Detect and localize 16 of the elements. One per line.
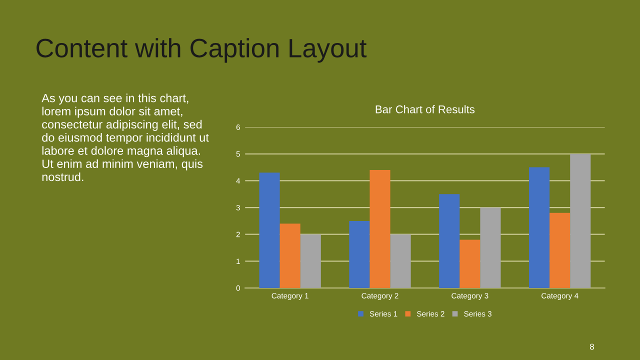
bar (349, 220, 370, 288)
bar (280, 224, 300, 288)
bar (550, 212, 570, 288)
bar (300, 234, 321, 288)
bar (439, 194, 460, 288)
bar (480, 208, 501, 288)
text: Content with Caption Layout (36, 38, 367, 63)
text: 8 (590, 344, 594, 350)
bar (259, 172, 280, 288)
bar (529, 167, 550, 288)
text: As you can see in this chart, lorem ipsum dolor sit amet, consectetur adipiscing elit, sed do eiusmod tempor incididunt ut labore et dolore magna aliqua. Ut enim ad minim veniam, quis nostrud. (42, 94, 209, 182)
bar (390, 234, 411, 288)
bar (570, 154, 591, 288)
chart-title: Bar Chart of Results (376, 105, 475, 114)
bar (460, 240, 480, 288)
bar (370, 170, 390, 288)
